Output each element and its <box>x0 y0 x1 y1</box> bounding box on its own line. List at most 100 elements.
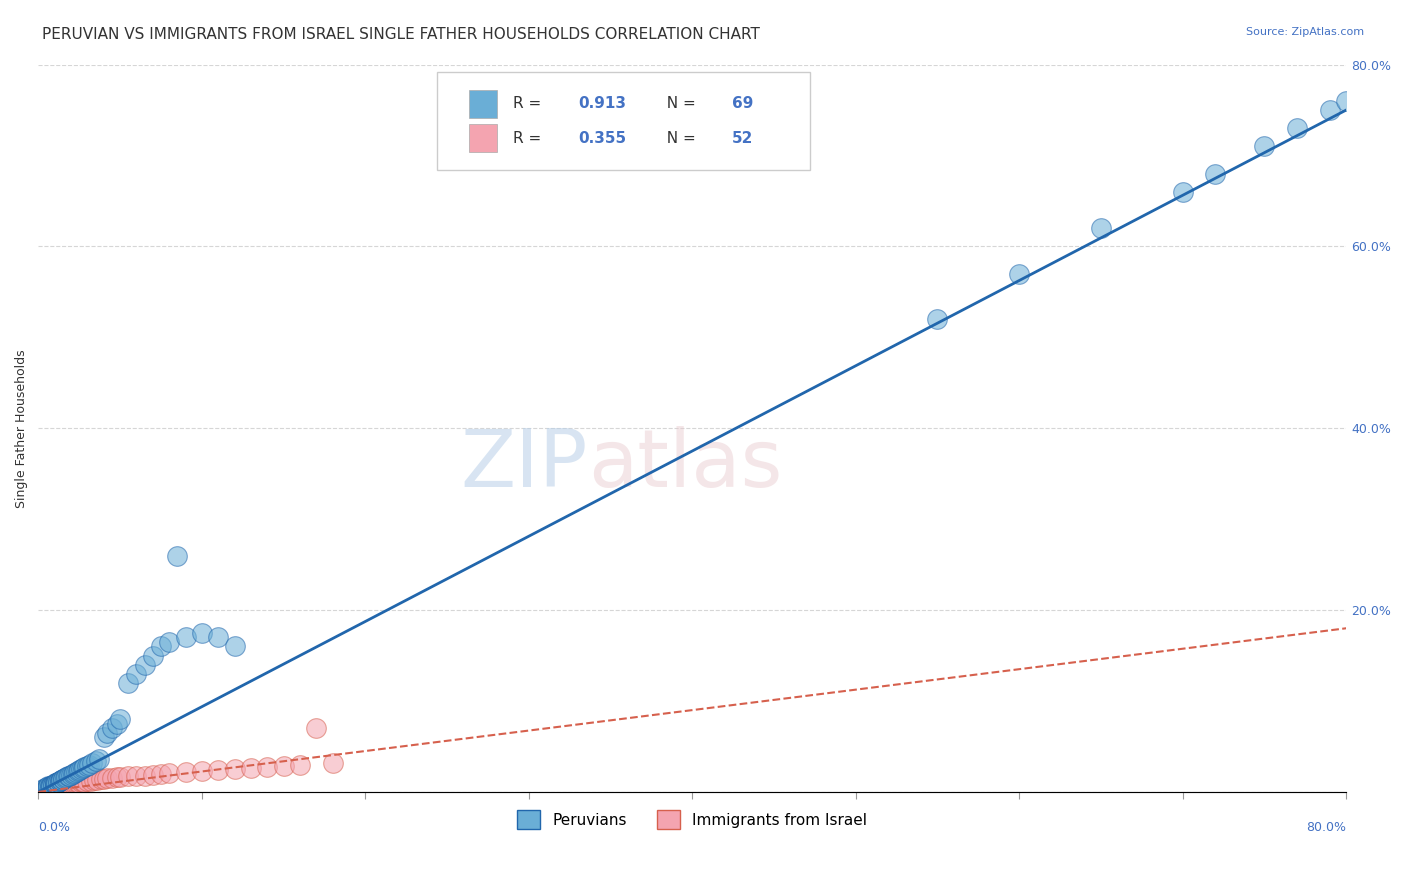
Point <box>65 776 87 790</box>
Point <box>46 775 69 789</box>
Text: atlas: atlas <box>588 425 782 504</box>
Point <box>63 765 86 780</box>
Point <box>67 776 90 790</box>
Point <box>927 312 949 326</box>
Point <box>35 781 58 796</box>
Point <box>322 756 344 770</box>
Point <box>105 716 128 731</box>
Point <box>1319 103 1341 117</box>
Text: 69: 69 <box>731 95 752 111</box>
Point <box>1286 121 1309 136</box>
Point <box>1253 139 1275 153</box>
Point <box>166 549 188 563</box>
Point <box>35 780 58 795</box>
Point <box>44 776 66 790</box>
Point <box>48 774 70 789</box>
Point <box>45 780 67 794</box>
Point <box>125 769 148 783</box>
Point <box>52 778 75 792</box>
Point <box>84 754 107 768</box>
Point <box>224 762 246 776</box>
Point <box>51 779 73 793</box>
Point <box>256 760 278 774</box>
Point <box>37 780 59 795</box>
Point <box>207 763 229 777</box>
Point <box>1008 267 1031 281</box>
Point <box>76 759 98 773</box>
Point <box>46 779 69 793</box>
Point <box>134 768 156 782</box>
Point <box>56 769 79 783</box>
Point <box>101 721 124 735</box>
Point <box>38 780 60 795</box>
Point <box>73 775 96 789</box>
Point <box>44 780 66 794</box>
Point <box>65 764 87 779</box>
Point <box>51 773 73 788</box>
Point <box>55 778 77 792</box>
Point <box>45 776 67 790</box>
Point <box>72 761 94 775</box>
Point <box>157 765 180 780</box>
Point <box>55 771 77 785</box>
Point <box>32 782 55 797</box>
Text: 80.0%: 80.0% <box>1306 821 1346 834</box>
Text: R =: R = <box>513 95 547 111</box>
Point <box>67 763 90 777</box>
Point <box>56 778 79 792</box>
Point <box>142 767 165 781</box>
Point <box>108 771 131 785</box>
Point <box>41 779 63 793</box>
Point <box>62 777 84 791</box>
Point <box>38 780 60 794</box>
Point <box>93 772 115 787</box>
Point <box>90 772 112 787</box>
Point <box>174 764 197 779</box>
Point <box>48 779 70 793</box>
Point <box>53 772 76 786</box>
Point <box>70 775 93 789</box>
Point <box>66 764 89 778</box>
Point <box>37 781 59 796</box>
Point <box>58 777 80 791</box>
Point <box>87 752 110 766</box>
Text: 52: 52 <box>731 131 752 146</box>
Text: PERUVIAN VS IMMIGRANTS FROM ISRAEL SINGLE FATHER HOUSEHOLDS CORRELATION CHART: PERUVIAN VS IMMIGRANTS FROM ISRAEL SINGL… <box>42 27 761 42</box>
Point <box>150 640 173 654</box>
Point <box>191 625 214 640</box>
Point <box>117 769 139 783</box>
Point <box>191 764 214 778</box>
Point <box>52 772 75 787</box>
Point <box>46 775 69 789</box>
Point <box>224 640 246 654</box>
FancyBboxPatch shape <box>437 72 810 170</box>
Point <box>44 777 66 791</box>
Point <box>42 778 65 792</box>
Text: N =: N = <box>657 95 700 111</box>
Point <box>34 781 56 796</box>
Point <box>41 780 63 795</box>
Point <box>105 771 128 785</box>
Point <box>150 766 173 780</box>
Point <box>1090 221 1112 235</box>
Point <box>142 648 165 663</box>
Point <box>38 780 60 794</box>
Text: ZIP: ZIP <box>460 425 588 504</box>
Point <box>174 631 197 645</box>
Point <box>82 756 104 770</box>
Point <box>34 782 56 797</box>
Point <box>48 774 70 789</box>
Text: 0.913: 0.913 <box>578 95 627 111</box>
Point <box>70 762 93 776</box>
Point <box>37 780 59 794</box>
Point <box>60 777 83 791</box>
Point <box>41 779 63 793</box>
Point <box>42 778 65 792</box>
Text: Source: ZipAtlas.com: Source: ZipAtlas.com <box>1246 27 1364 37</box>
Point <box>58 768 80 782</box>
Point <box>60 767 83 781</box>
Point <box>62 766 84 780</box>
Point <box>44 780 66 794</box>
Bar <box>468 124 498 152</box>
Text: N =: N = <box>657 131 700 146</box>
